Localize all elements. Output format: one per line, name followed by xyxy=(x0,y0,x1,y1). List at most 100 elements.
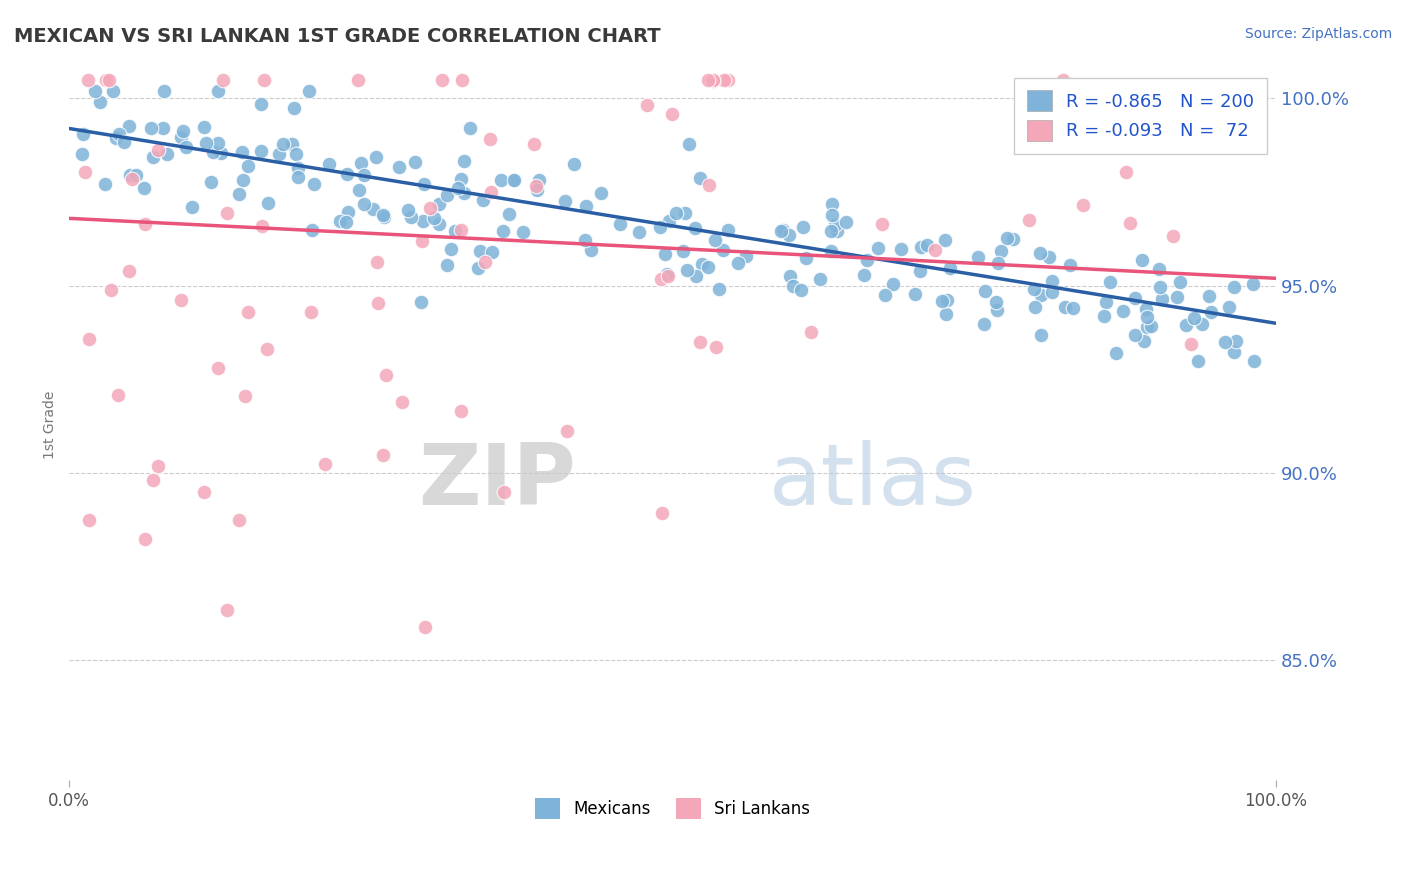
Point xyxy=(685,268,707,283)
Point xyxy=(207,84,229,98)
Point xyxy=(689,335,711,350)
Point xyxy=(1174,318,1197,332)
Point xyxy=(1029,288,1052,302)
Point xyxy=(471,193,494,207)
Point xyxy=(1223,344,1246,359)
Point xyxy=(450,72,472,87)
Point xyxy=(287,170,309,185)
Point xyxy=(529,172,551,186)
Point xyxy=(820,224,842,238)
Point xyxy=(704,233,727,247)
Point xyxy=(870,217,893,231)
Point xyxy=(678,137,700,152)
Point xyxy=(709,282,731,296)
Point xyxy=(125,168,148,182)
Point xyxy=(609,218,631,232)
Point xyxy=(479,186,502,200)
Point xyxy=(665,205,688,219)
Point xyxy=(650,272,672,286)
Point xyxy=(935,307,957,321)
Point xyxy=(236,305,259,319)
Point xyxy=(453,154,475,169)
Point xyxy=(236,159,259,173)
Point xyxy=(1002,232,1025,246)
Point xyxy=(361,202,384,216)
Point xyxy=(935,293,957,307)
Point xyxy=(281,137,304,152)
Point xyxy=(651,506,673,520)
Point xyxy=(215,206,238,220)
Point xyxy=(1180,337,1202,351)
Point xyxy=(628,225,651,239)
Point xyxy=(412,213,434,227)
Point xyxy=(825,224,848,238)
Point xyxy=(910,240,932,254)
Point xyxy=(1040,274,1063,288)
Point xyxy=(250,97,273,112)
Point xyxy=(1161,229,1184,244)
Point xyxy=(250,219,273,233)
Point xyxy=(995,230,1018,244)
Point xyxy=(411,234,433,248)
Point xyxy=(800,326,823,340)
Point xyxy=(1123,327,1146,342)
Point xyxy=(411,295,433,310)
Point xyxy=(986,302,1008,317)
Point xyxy=(148,459,170,474)
Point xyxy=(375,368,398,382)
Point xyxy=(931,294,953,309)
Point xyxy=(986,294,1008,309)
Point xyxy=(353,169,375,183)
Point xyxy=(713,72,735,87)
Point xyxy=(209,146,232,161)
Point xyxy=(314,457,336,471)
Point xyxy=(436,258,458,272)
Point xyxy=(170,293,193,308)
Point xyxy=(399,210,422,224)
Point xyxy=(654,247,676,261)
Point xyxy=(1029,327,1052,342)
Point xyxy=(139,120,162,135)
Point xyxy=(195,136,218,150)
Point xyxy=(1123,291,1146,305)
Point xyxy=(1098,275,1121,289)
Point xyxy=(287,161,309,176)
Point xyxy=(734,249,756,263)
Point xyxy=(1150,293,1173,307)
Point xyxy=(882,277,904,291)
Point xyxy=(335,214,357,228)
Point xyxy=(146,143,169,157)
Point xyxy=(1241,277,1264,291)
Point xyxy=(1059,258,1081,272)
Point xyxy=(142,473,165,487)
Point xyxy=(108,127,131,141)
Point xyxy=(661,107,683,121)
Point xyxy=(427,217,450,231)
Point xyxy=(1135,302,1157,317)
Point xyxy=(974,284,997,298)
Point xyxy=(824,218,846,232)
Point xyxy=(253,72,276,87)
Point xyxy=(1130,253,1153,268)
Point xyxy=(228,186,250,201)
Text: atlas: atlas xyxy=(769,440,977,523)
Point xyxy=(1022,282,1045,296)
Point xyxy=(353,196,375,211)
Point xyxy=(562,157,585,171)
Point xyxy=(1191,317,1213,331)
Point xyxy=(77,513,100,527)
Point xyxy=(318,157,340,171)
Point xyxy=(413,620,436,634)
Point xyxy=(697,178,720,192)
Point xyxy=(283,101,305,115)
Point xyxy=(673,206,696,220)
Point xyxy=(808,272,831,286)
Point xyxy=(554,194,576,208)
Point xyxy=(193,484,215,499)
Point xyxy=(835,215,858,229)
Point xyxy=(713,243,735,257)
Point xyxy=(423,211,446,226)
Point xyxy=(174,139,197,153)
Point xyxy=(427,197,450,211)
Point xyxy=(121,172,143,186)
